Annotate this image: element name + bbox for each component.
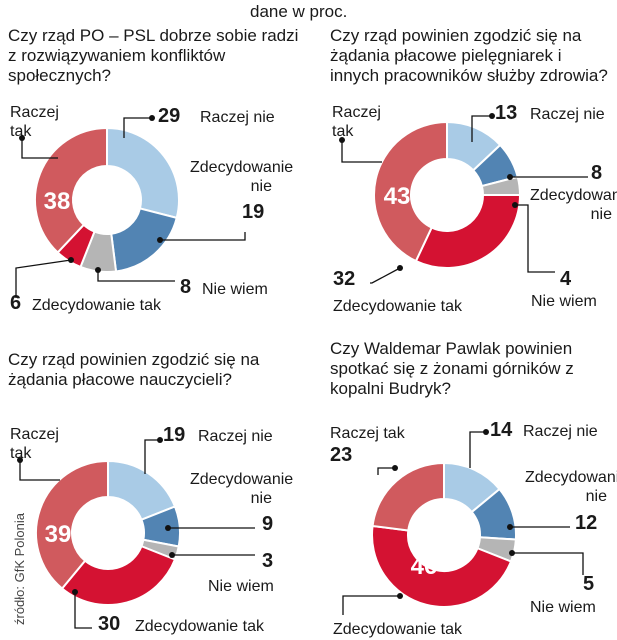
leader-line [123,117,152,138]
leader-dot [509,550,515,556]
chart-1-slice-raczej-tak [34,126,108,254]
leader-dot [95,267,101,273]
chart-3-slice-raczej-tak [35,459,109,590]
leader-line [97,270,175,282]
chart-4-value-zdecydowanie-nie: 12 [575,512,598,534]
leader-line [74,592,92,629]
chart-2-value-raczej-tak: 43 [384,183,411,210]
chart-3-slice-zdecydowanie-tak [60,544,177,606]
leader-line [370,267,401,284]
leader-dot [483,429,489,435]
chart-1-value-raczej-tak: 38 [44,188,71,215]
leader-dot [68,257,74,263]
leader-line [160,232,246,241]
leader-dot [169,552,175,558]
leader-dot [157,237,163,243]
chart-4-value-nie-wiem: 5 [583,573,595,595]
question-2-title: Czy rząd powinien zgodzić się na żądania… [330,26,608,85]
chart-1-label-raczej-tak: Raczej tak [10,104,59,140]
chart-1-slice-raczej-nie [106,126,180,220]
leader-dot [489,113,495,119]
chart-1-value-zdecydowanie-nie: 19 [242,201,265,223]
question-3-title: Czy rząd powinien zgodzić się na żądania… [8,350,260,389]
leader-line [19,460,60,481]
chart-2-slice-zdecydowanie-tak [414,194,522,269]
leader-line [341,140,382,163]
leader-dot [512,202,518,208]
leader-dot [157,437,163,443]
chart-4-slice-raczej-tak [371,461,445,532]
leader-dot [339,137,345,143]
chart-1-label-raczej-nie: Raczej nie [200,109,275,126]
chart-1-label-zdecydowanie-tak: Zdecydowanie tak [32,297,161,314]
leader-dot [397,265,403,271]
chart-1-value-zdecydowanie-tak: 6 [10,292,22,314]
leader-line [21,138,58,159]
chart-2-slice-raczej-tak [373,120,448,263]
chart-4-label-raczej-nie: Raczej nie [523,423,598,440]
leader-dot [397,593,403,599]
leader-dot [507,524,513,530]
chart-4-value-raczej-tak: 23 [330,444,353,466]
chart-3-label-zdecydowanie-nie: Zdecydowanie nie [190,471,294,507]
chart-3-value-raczej-tak: 39 [45,521,72,548]
chart-1-label-nie-wiem: Nie wiem [202,281,268,298]
chart-4-value-raczej-nie: 14 [490,419,513,441]
chart-3-label-raczej-tak: Raczej tak [10,426,59,462]
leader-dot [72,589,78,595]
leader-dot [19,135,25,141]
question-1-title: Czy rząd PO – PSL dobrze sobie radzi z r… [8,26,299,85]
chart-4-label-zdecydowanie-tak: Zdecydowanie tak [333,621,462,638]
chart-4-value-zdecydowanie-tak: 46 [411,553,438,580]
chart-2-label-nie-wiem: Nie wiem [531,293,597,310]
chart-3-value-zdecydowanie-nie: 9 [262,513,274,535]
chart-2-value-zdecydowanie-nie: 8 [591,162,603,184]
chart-2-value-zdecydowanie-tak: 32 [333,268,356,290]
leader-dot [149,115,155,121]
leader-line [515,204,555,273]
leader-line [471,115,492,142]
chart-4-label-nie-wiem: Nie wiem [530,599,596,616]
question-4-title: Czy Waldemar Pawlak powinien spotkać się… [330,339,574,398]
leader-dot [392,465,398,471]
chart-4-label-zdecydowanie-nie: Zdecydowanie nie [525,469,617,505]
leader-dot [507,174,513,180]
chart-3-value-raczej-nie: 19 [163,424,186,446]
leader-line [342,595,400,615]
leader-dot [17,457,23,463]
page-subtitle: dane w proc. [250,2,348,21]
leader-line [512,552,584,575]
leader-dot [165,525,171,531]
chart-4-slice-zdecydowanie-tak [371,524,513,608]
chart-3-value-nie-wiem: 3 [262,550,274,572]
chart-3-label-nie-wiem: Nie wiem [208,578,274,595]
chart-1-value-nie-wiem: 8 [180,276,192,298]
chart-3-label-raczej-nie: Raczej nie [198,428,273,445]
chart-2-label-zdecydowanie-nie: Zdecydowanie nie [530,187,617,223]
chart-1-label-zdecydowanie-nie: Zdecydowanie nie [190,159,294,195]
chart-1-value-raczej-nie: 29 [158,105,181,127]
chart-2-value-nie-wiem: 4 [560,268,572,290]
chart-3-value-zdecydowanie-tak: 30 [98,613,121,635]
chart-4-label-raczej-tak: Raczej tak [330,425,405,442]
chart-2-label-zdecydowanie-tak: Zdecydowanie tak [333,298,462,315]
leader-line [377,467,395,475]
leader-line [144,439,160,474]
leader-line [15,259,72,298]
chart-2-value-raczej-nie: 13 [495,102,518,124]
leader-line [469,431,486,468]
chart-2-label-raczej-nie: Raczej nie [530,106,605,123]
chart-2-label-raczej-tak: Raczej tak [332,104,381,140]
chart-3-label-zdecydowanie-tak: Zdecydowanie tak [135,618,264,635]
